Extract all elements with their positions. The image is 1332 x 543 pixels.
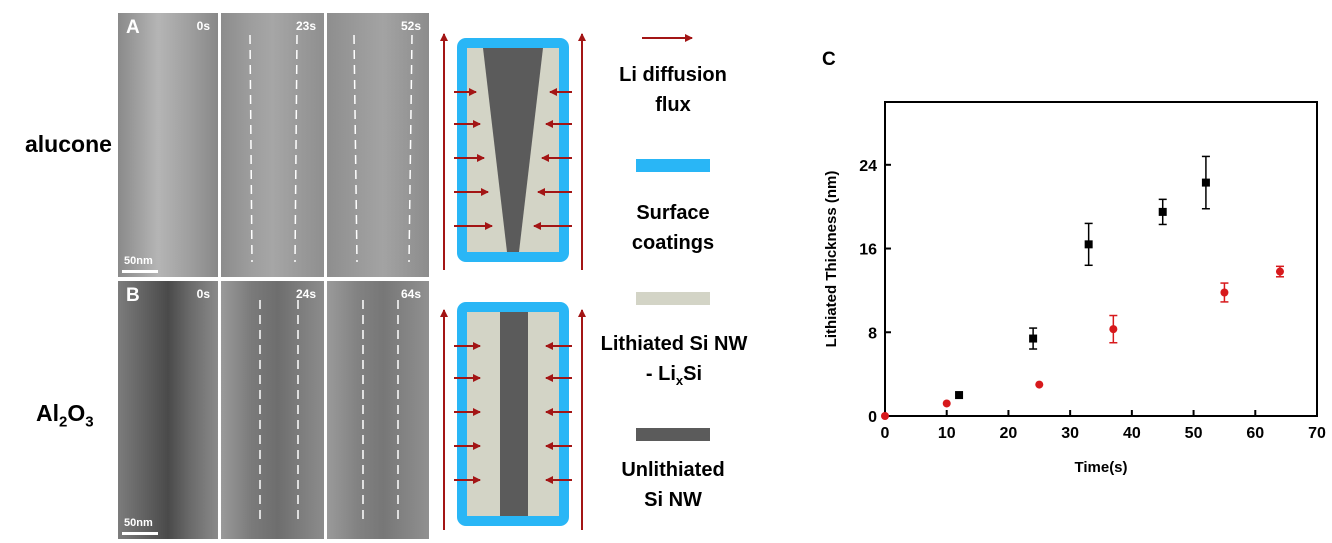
legend-coating-label: Surface coatings <box>590 198 756 258</box>
schematic-a <box>440 33 586 270</box>
lithiated-prefix: - Li <box>645 363 676 385</box>
legend-coating-swatch <box>636 159 710 172</box>
row-label-alucone: alucone <box>25 131 112 157</box>
tem-image-a-3: 52s <box>327 13 429 277</box>
tem-image-b-3: 64s <box>327 281 429 539</box>
timestamp: 52s <box>400 19 421 33</box>
legend-flux-line2: flux <box>655 94 691 116</box>
plot-frame <box>884 101 1318 417</box>
legend-coating-line2: coatings <box>631 232 715 254</box>
scale-bar-label: 50nm <box>124 517 153 529</box>
y-tick-label: 8 <box>868 325 877 342</box>
al2o3-part1: Al <box>36 400 59 426</box>
row-label-al2o3: Al2O3 <box>36 400 94 431</box>
al2o3-sub2: 3 <box>85 413 94 431</box>
x-tick-label: 20 <box>1000 425 1018 442</box>
legend-unlithiated-line2: Si NW <box>644 489 702 511</box>
y-tick-label: 0 <box>868 409 877 426</box>
data-point-square <box>1201 178 1210 187</box>
x-axis-label: Time(s) <box>1074 459 1127 476</box>
scale-bar <box>122 532 158 535</box>
tem-image-b-2: 24s <box>221 281 324 539</box>
x-tick-label: 70 <box>1308 425 1326 442</box>
legend-flux-label: Li diffusion flux <box>590 60 756 120</box>
legend-lithiated-line1: Lithiated Si NW <box>600 333 748 355</box>
chart-thickness-vs-time: C 0 10 20 30 40 50 60 70 0 8 16 24 Time(s) Lithiat… <box>822 49 1326 476</box>
panel-label-c: C <box>822 49 836 70</box>
legend-unlithiated-line1: Unlithiated <box>621 459 725 481</box>
schematic-b <box>440 302 586 530</box>
tem-image-a-1: A 0s 50nm <box>118 13 218 277</box>
y-tick-label: 24 <box>859 158 877 175</box>
data-points <box>881 155 1284 420</box>
timestamp: 24s <box>295 287 316 301</box>
lithiated-sub: x <box>675 373 684 388</box>
data-point-square <box>1084 240 1093 249</box>
timestamp: 23s <box>295 19 316 33</box>
lithiated-suffix: Si <box>683 363 703 385</box>
legend-lithiated-swatch <box>636 292 710 305</box>
x-tick-label: 50 <box>1185 425 1203 442</box>
data-point-circle <box>1220 288 1229 297</box>
legend-unlithiated-swatch <box>636 428 710 441</box>
tem-image-b-1: B 0s 50nm <box>118 281 218 539</box>
y-axis-label: Lithiated Thickness (nm) <box>823 171 840 348</box>
data-point-square <box>955 391 964 400</box>
data-point-square <box>1029 334 1038 343</box>
y-tick-label: 16 <box>859 242 877 259</box>
x-tick-label: 30 <box>1061 425 1079 442</box>
x-tick-label: 10 <box>938 425 956 442</box>
timestamp: 0s <box>196 19 210 33</box>
data-point-circle <box>1275 267 1284 276</box>
legend-lithiated-line2: - LixSi <box>585 359 763 396</box>
panel-label-a: A <box>126 17 140 38</box>
data-point-square <box>1158 207 1167 216</box>
timestamp: 0s <box>196 287 210 301</box>
y-axis: 0 8 16 24 <box>859 158 891 426</box>
legend-lithiated-label: Lithiated Si NW - LixSi <box>585 329 763 396</box>
data-point-circle <box>1035 380 1044 389</box>
x-tick-label: 0 <box>881 425 890 442</box>
scale-bar-label: 50nm <box>124 255 153 267</box>
legend-coating-line1: Surface <box>636 202 710 224</box>
al2o3-part2: O <box>67 400 86 426</box>
panel-label-b: B <box>126 285 140 306</box>
x-axis: 0 10 20 30 40 50 60 70 <box>881 410 1326 442</box>
legend-flux-line1: Li diffusion <box>619 64 727 86</box>
x-tick-label: 60 <box>1246 425 1264 442</box>
al2o3-sub1: 2 <box>59 413 68 431</box>
tem-image-a-2: 23s <box>221 13 324 277</box>
legend-unlithiated-label: Unlithiated Si NW <box>590 455 756 515</box>
timestamp: 64s <box>400 287 421 301</box>
data-point-circle <box>942 399 951 408</box>
data-point-circle <box>1109 325 1118 334</box>
scale-bar <box>122 270 158 273</box>
data-point-circle <box>881 412 889 420</box>
x-tick-label: 40 <box>1123 425 1141 442</box>
tem-dashed-outlines <box>249 34 413 520</box>
